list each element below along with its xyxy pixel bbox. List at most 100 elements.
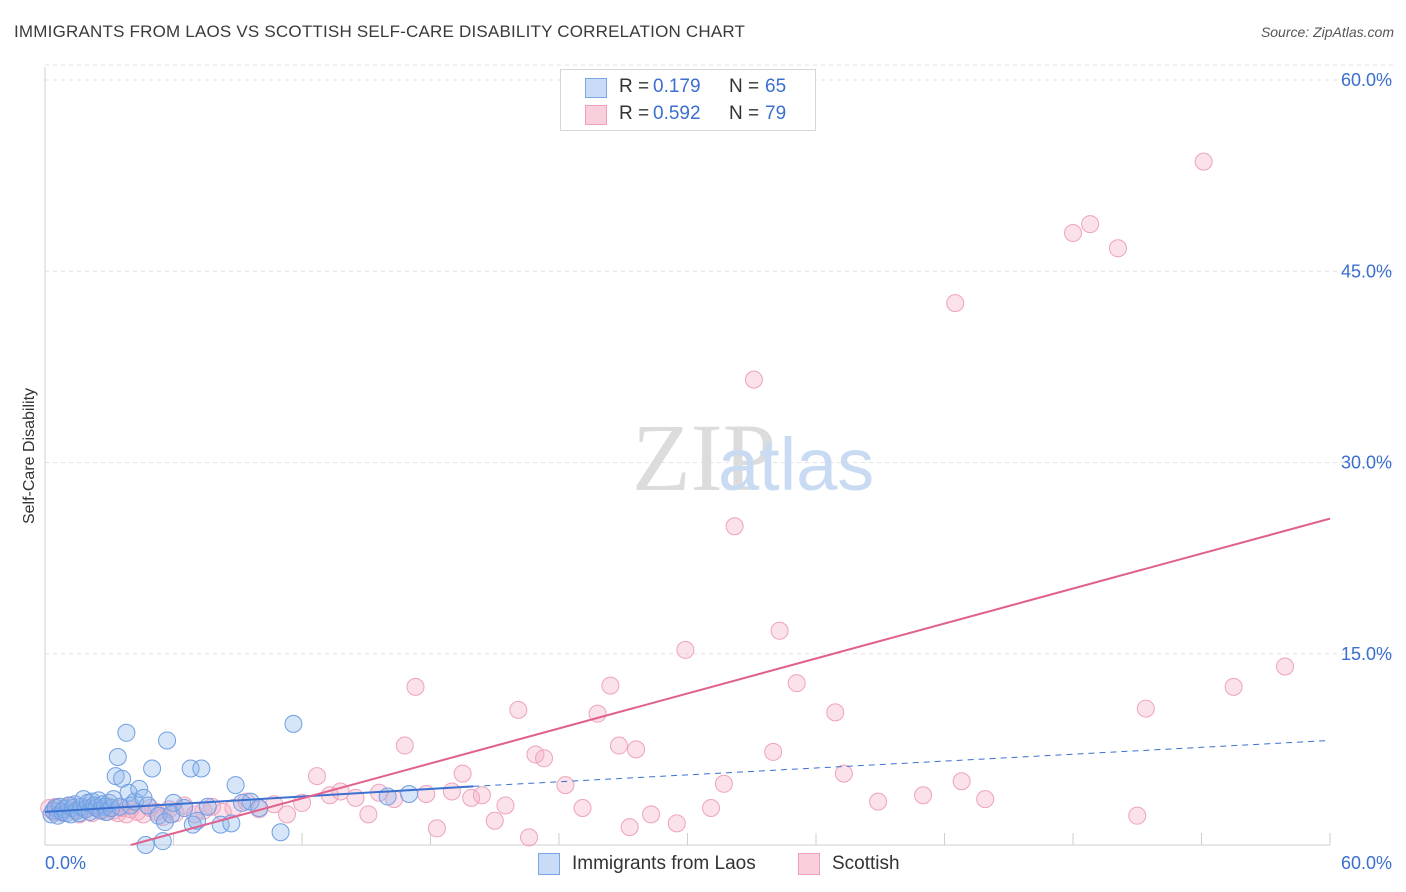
scottish-point xyxy=(676,640,695,659)
scottish-point xyxy=(834,764,853,783)
scottish-point xyxy=(1224,677,1243,696)
trend-lines xyxy=(44,517,1331,846)
y-tick-label: 45.0% xyxy=(1341,261,1392,281)
scottish-point xyxy=(627,740,646,759)
scottish-point xyxy=(601,676,620,695)
scottish-point xyxy=(642,805,661,824)
bottom-legend-swatch-blue xyxy=(538,853,560,875)
scottish-point xyxy=(764,742,783,761)
bottom-legend-laos: Immigrants from Laos xyxy=(538,852,756,876)
scottish-point xyxy=(826,703,845,722)
y-tick-label: 15.0% xyxy=(1341,644,1392,664)
scottish-point xyxy=(1276,657,1295,676)
laos-point xyxy=(271,823,290,842)
scottish-point xyxy=(1064,224,1082,242)
scottish-point xyxy=(453,764,472,783)
laos-point xyxy=(155,813,174,832)
scottish-point xyxy=(869,792,888,811)
legend-r-label: R = xyxy=(619,103,650,124)
bottom-legend-label-laos: Immigrants from Laos xyxy=(572,853,756,874)
laos-point xyxy=(143,759,162,778)
source-label: Source: ZipAtlas.com xyxy=(1260,24,1394,40)
y-tick-label: 30.0% xyxy=(1341,453,1392,473)
scottish-point xyxy=(520,828,539,847)
scottish-point xyxy=(609,736,628,755)
scottish-point xyxy=(509,700,528,719)
bottom-legend-scottish: Scottish xyxy=(798,852,900,876)
legend-n-label: N = xyxy=(729,103,760,124)
laos-point xyxy=(108,748,127,767)
scottish-point xyxy=(496,796,515,815)
scottish-point xyxy=(588,704,607,723)
scottish-point xyxy=(914,786,933,805)
scottish-trend-line xyxy=(130,517,1331,846)
scottish-point xyxy=(1194,152,1213,171)
watermark-zip: ZIP xyxy=(632,404,776,511)
tick-labels: 15.0% 30.0% 45.0% 60.0% 0.0% 60.0% xyxy=(45,70,1392,873)
scottish-point xyxy=(406,677,425,696)
scottish-point xyxy=(442,782,461,801)
laos-point xyxy=(226,776,245,795)
watermark-atlas: atlas xyxy=(718,423,874,506)
scottish-point xyxy=(485,811,504,830)
x-tick-label: 60.0% xyxy=(1341,853,1392,873)
scottish-point xyxy=(1136,699,1155,718)
laos-point xyxy=(400,785,419,803)
scottish-point xyxy=(526,745,545,764)
scottish-point xyxy=(702,799,721,818)
scottish-point xyxy=(1081,215,1100,234)
laos-point xyxy=(198,797,217,816)
laos-point xyxy=(149,806,168,825)
scottish-point xyxy=(725,517,744,536)
legend-r-value: 0.179 xyxy=(653,76,701,97)
scottish-point xyxy=(278,805,297,824)
legend: R = 0.179 N = 65 R = 0.592 N = 79 xyxy=(560,69,816,131)
laos-point xyxy=(130,779,149,798)
y-tick-label: 60.0% xyxy=(1341,70,1392,90)
scottish-point xyxy=(1108,239,1127,258)
scottish-point xyxy=(946,294,965,313)
scottish-point xyxy=(952,772,971,791)
scottish-point xyxy=(427,819,446,838)
scottish-point xyxy=(573,799,592,818)
laos-point xyxy=(117,723,136,742)
scottish-point xyxy=(395,736,414,755)
scottish-point xyxy=(714,774,733,793)
scottish-point xyxy=(472,786,491,805)
legend-r-value: 0.592 xyxy=(653,103,701,124)
gridlines xyxy=(45,64,1395,655)
scottish-point xyxy=(1128,806,1147,825)
laos-point xyxy=(175,799,194,818)
laos-point xyxy=(158,731,177,750)
legend-n-label: N = xyxy=(729,76,760,97)
x-tick-label: 0.0% xyxy=(45,853,86,873)
scottish-points xyxy=(40,152,1295,847)
scottish-point xyxy=(556,776,575,795)
y-axis-label: Self-Care Disability xyxy=(21,387,38,525)
axes xyxy=(44,67,1331,846)
scottish-point xyxy=(976,790,995,809)
scottish-point xyxy=(787,674,806,693)
scottish-point xyxy=(307,767,326,786)
scottish-point xyxy=(667,814,686,833)
scottish-point xyxy=(535,749,554,768)
scottish-point xyxy=(462,788,481,807)
scottish-point xyxy=(359,805,378,824)
scottish-point xyxy=(620,818,639,837)
bottom-legend-label-scottish: Scottish xyxy=(832,853,900,874)
watermark: ZIP atlas xyxy=(632,404,874,511)
chart-title: IMMIGRANTS FROM LAOS VS SCOTTISH SELF-CA… xyxy=(14,22,746,41)
bottom-legend-swatch-pink xyxy=(798,853,820,875)
laos-point xyxy=(284,714,303,733)
laos-points xyxy=(42,714,419,854)
legend-swatch-pink xyxy=(585,105,607,125)
laos-trend-line xyxy=(44,785,474,813)
laos-point xyxy=(181,759,200,778)
legend-n-value: 65 xyxy=(765,76,787,97)
scottish-point xyxy=(770,621,789,640)
laos-trend-extension xyxy=(473,739,1331,787)
scottish-point xyxy=(346,788,365,807)
scottish-point xyxy=(744,370,763,389)
legend-n-value: 79 xyxy=(765,103,787,124)
